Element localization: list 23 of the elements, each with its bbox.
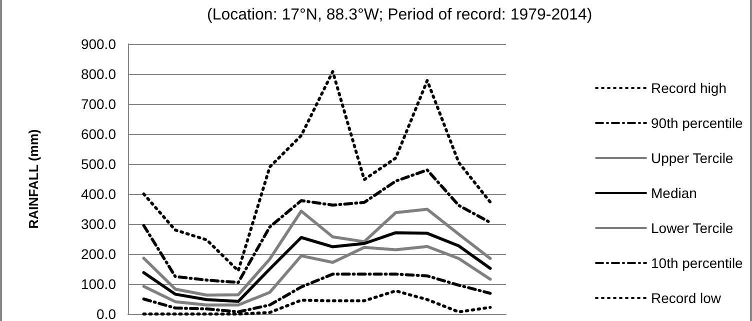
chart-title: (Location: 17°N, 88.3°W; Period of record: 1979-2014)	[207, 6, 592, 24]
y-tick-label: 100.0	[80, 276, 116, 292]
y-tick-label: 500.0	[80, 156, 116, 172]
legend-label: Median	[651, 185, 697, 201]
legend-label: 10th percentile	[651, 255, 744, 271]
y-tick-label: 900.0	[80, 36, 116, 52]
y-tick-label: 800.0	[80, 66, 116, 82]
line-series	[142, 272, 492, 314]
legend-label: 90th percentile	[651, 115, 744, 131]
line-series	[142, 168, 492, 284]
y-tick-label: 700.0	[80, 96, 116, 112]
y-tick-label: 300.0	[80, 216, 116, 232]
legend-label: Upper Tercile	[651, 150, 734, 166]
y-tick-label: 200.0	[80, 246, 116, 262]
legend-label: Lower Tercile	[651, 220, 734, 236]
y-tick-label: 0.0	[96, 306, 116, 321]
line-series	[142, 231, 492, 303]
line-series	[142, 70, 492, 272]
legend-label: Record low	[651, 290, 722, 306]
y-axis-title: RAINFALL (mm)	[26, 129, 41, 229]
y-tick-label: 400.0	[80, 186, 116, 202]
y-tick-label: 600.0	[80, 126, 116, 142]
legend-label: Record high	[651, 80, 726, 96]
